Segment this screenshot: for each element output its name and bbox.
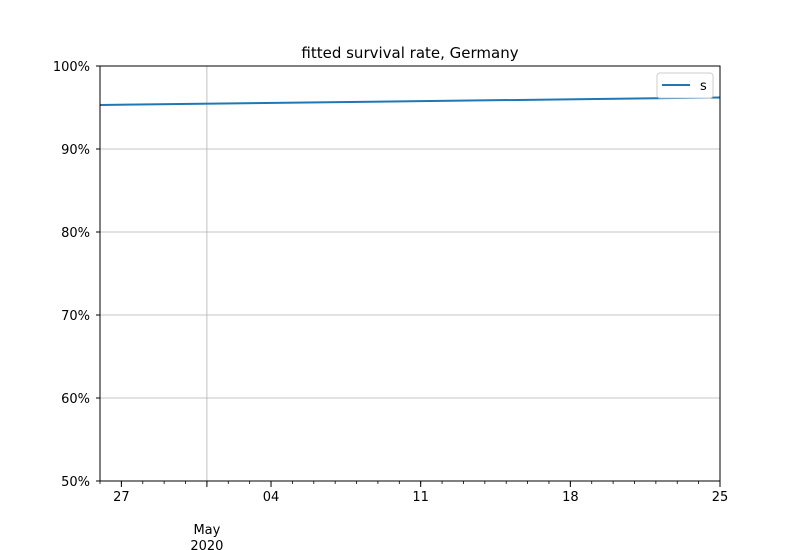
y-axis-ticks: 50% 60% 70% 80% 90% 100% [53, 60, 100, 490]
legend-label-s: s [700, 79, 707, 94]
series-layer [99, 96, 721, 106]
series-line-s [99, 96, 721, 106]
grid-lines [100, 66, 720, 481]
x-tick-sublabel: 2020 [190, 539, 223, 550]
x-tick-label: 04 [263, 490, 280, 505]
x-tick-label: May [193, 523, 220, 538]
y-tick-label: 80% [61, 226, 90, 241]
x-tick-label: 18 [562, 490, 579, 505]
chart-title: fitted survival rate, Germany [301, 44, 518, 62]
x-tick-label: 25 [712, 490, 729, 505]
legend: s [656, 72, 714, 99]
y-tick-label: 100% [53, 60, 90, 75]
x-tick-label: 11 [412, 490, 429, 505]
y-tick-label: 90% [61, 143, 90, 158]
plot-frame [99, 65, 721, 482]
y-tick-label: 60% [61, 392, 90, 407]
y-tick-label: 70% [61, 309, 90, 324]
x-tick-label: 27 [113, 490, 130, 505]
y-tick-label: 50% [61, 475, 90, 490]
